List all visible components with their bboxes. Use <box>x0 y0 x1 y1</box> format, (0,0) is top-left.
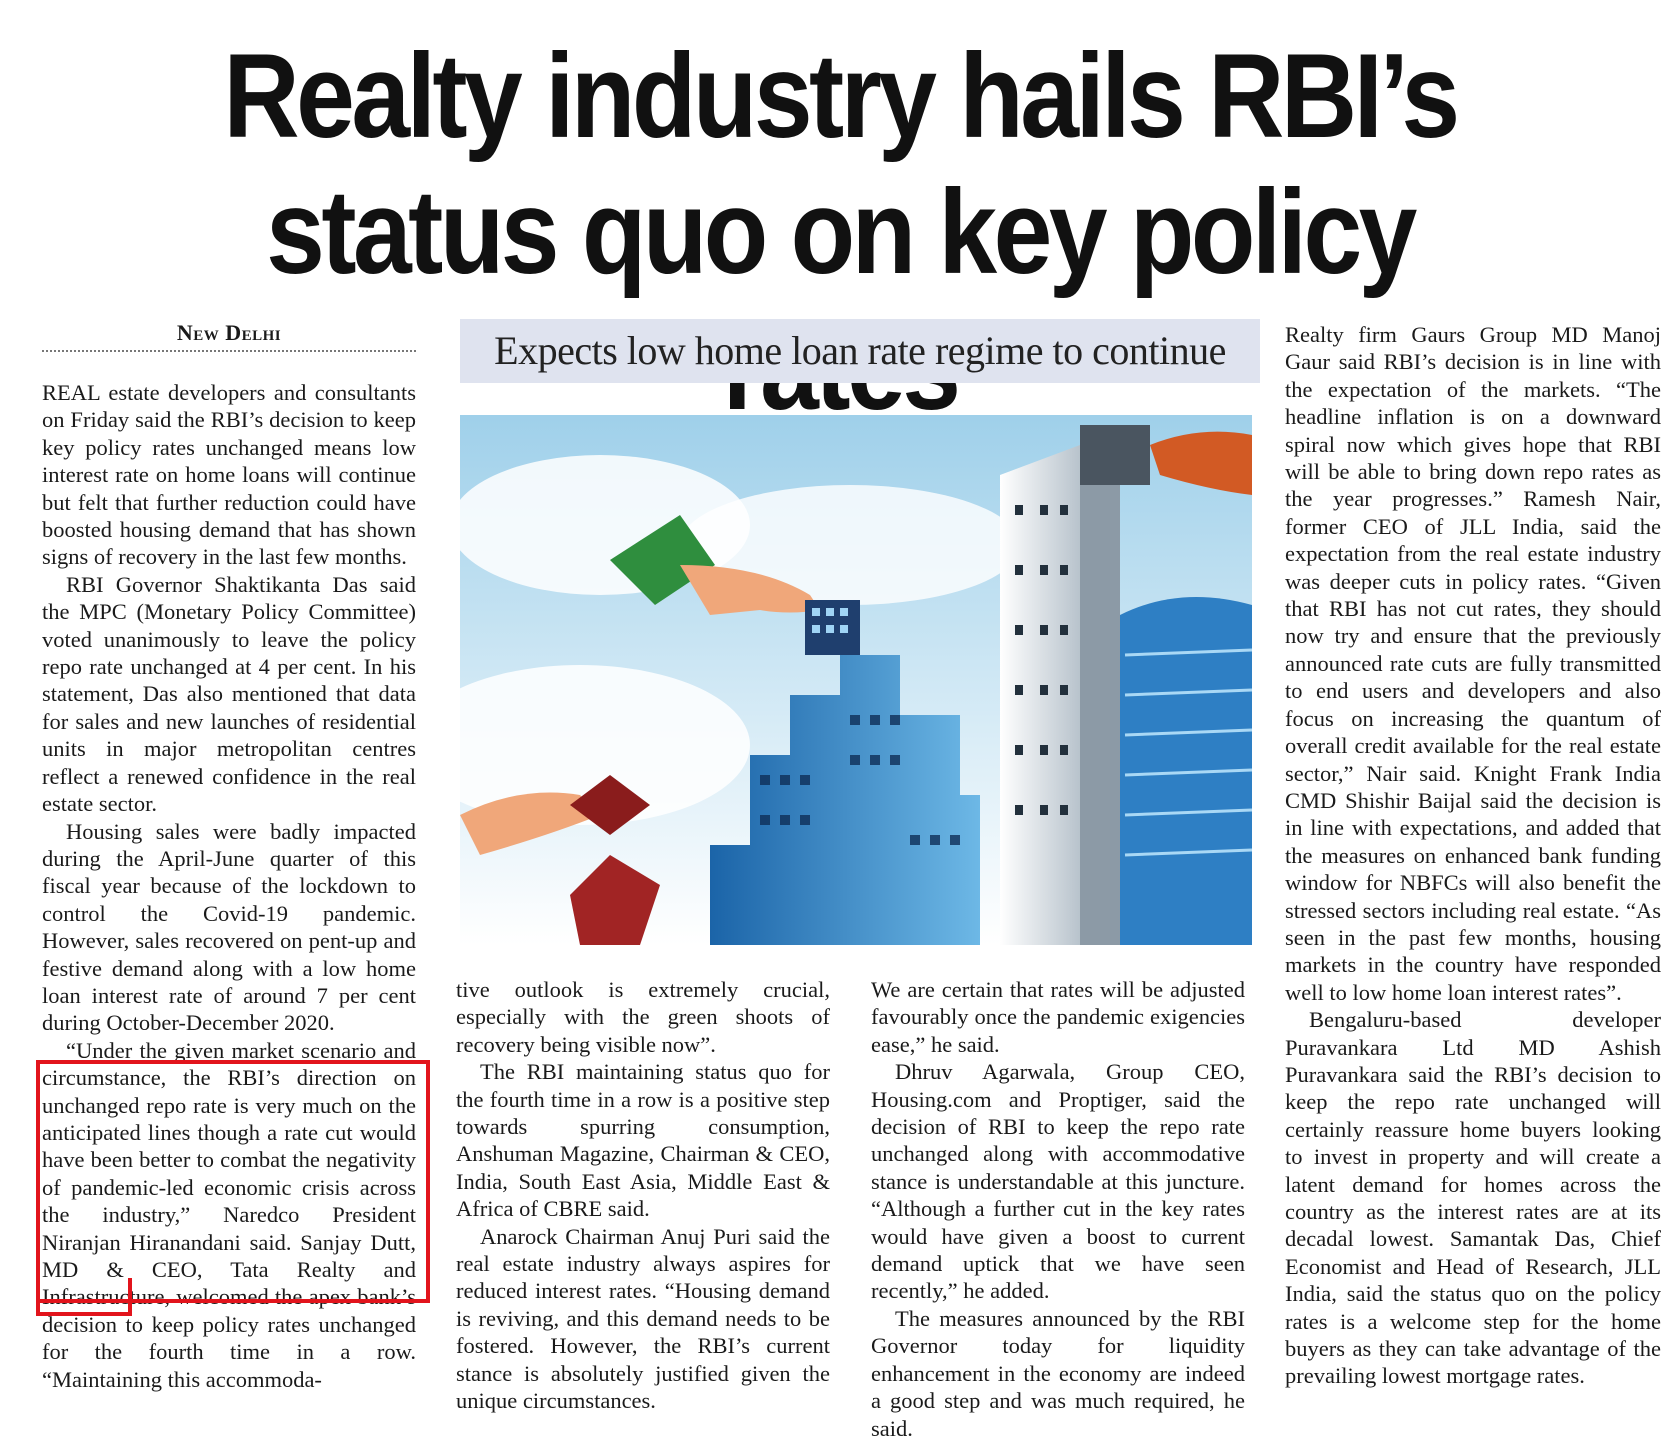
paragraph: REAL estate developers and consultants o… <box>42 380 416 570</box>
paragraph: RBI Governor Shaktikanta Das said the MP… <box>42 571 416 817</box>
article-column-2: tive outlook is extremely crucial, espec… <box>456 976 830 1415</box>
article-column-3: We are certain that rates will be adjust… <box>871 976 1245 1442</box>
skyscrapers-illustration-icon <box>460 415 1252 945</box>
headline-line-1: Realty industry hails RBI’s <box>223 29 1460 163</box>
paragraph: Housing sales were badly impacted during… <box>42 818 416 1036</box>
highlighted-quote-paragraph: “Under the given market scenario and cir… <box>42 1037 416 1392</box>
paragraph: Dhruv Agarwala, Group CEO, Housing.com a… <box>871 1059 1245 1304</box>
dateline: New Delhi <box>176 320 282 345</box>
red-highlight-box-tail <box>36 1278 132 1316</box>
subhead: Expects low home loan rate regime to con… <box>494 328 1226 373</box>
subhead-background <box>460 319 1260 383</box>
paragraph: The RBI maintaining status quo for the f… <box>456 1059 830 1222</box>
paragraph: tive outlook is extremely crucial, espec… <box>456 977 830 1057</box>
paragraph: The measures announced by the RBI Govern… <box>871 1305 1245 1441</box>
dateline-divider <box>42 350 416 352</box>
paragraph: Anarock Chairman Anuj Puri said the real… <box>456 1223 830 1414</box>
article-column-4: Realty firm Gaurs Group MD Manoj Gaur sa… <box>1285 321 1661 1390</box>
paragraph: We are certain that rates will be adjust… <box>871 977 1245 1057</box>
red-highlight-box <box>36 1060 430 1303</box>
article-column-1: REAL estate developers and consultants o… <box>42 379 416 1393</box>
paragraph: Realty firm Gaurs Group MD Manoj Gaur sa… <box>1285 322 1661 1005</box>
headline: Realty industry hails RBI’s status quo o… <box>136 28 1544 436</box>
paragraph: Bengaluru-based developer Puravankara Lt… <box>1285 1007 1661 1389</box>
headline-line-2: status quo on key policy rates <box>266 165 1417 435</box>
